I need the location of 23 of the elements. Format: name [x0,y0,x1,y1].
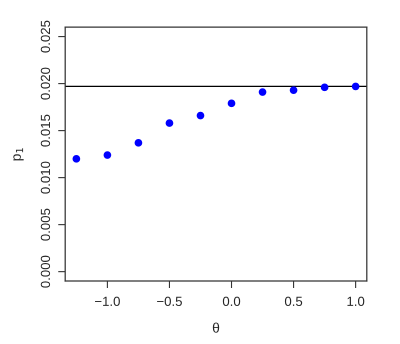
point [228,100,236,108]
point [258,88,266,96]
point [104,151,112,159]
x-tick-label: 0.0 [222,296,240,306]
point [320,84,328,92]
y-tick-label: 0.020 [40,68,50,100]
y-tick-label: 0.010 [40,162,50,194]
point [72,155,80,163]
x-tick-label: −1.0 [95,296,120,306]
point [352,82,360,90]
y-tick-label: 0.005 [40,208,50,241]
point [166,119,174,127]
point [290,86,298,94]
y-tick-label: 0.015 [40,114,50,147]
point [196,112,204,120]
x-tick-label: −0.5 [157,296,182,306]
x-axis-title: θ [212,322,220,333]
x-tick-label: 0.5 [284,296,302,306]
x-tick-label: 1.0 [347,296,364,306]
y-tick-label: 0.000 [40,256,50,288]
point [134,139,142,147]
y-axis-title: p$_{1}$ [13,148,24,160]
y-tick-label: 0.025 [40,20,50,53]
